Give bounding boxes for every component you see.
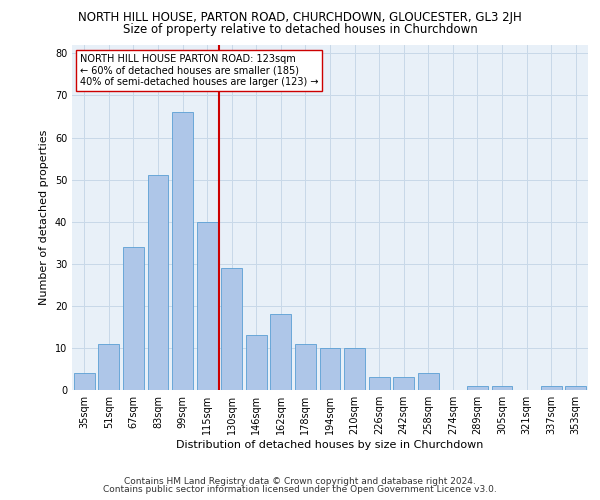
Text: NORTH HILL HOUSE, PARTON ROAD, CHURCHDOWN, GLOUCESTER, GL3 2JH: NORTH HILL HOUSE, PARTON ROAD, CHURCHDOW…: [78, 11, 522, 24]
Bar: [123, 247, 144, 390]
Text: Contains HM Land Registry data © Crown copyright and database right 2024.: Contains HM Land Registry data © Crown c…: [124, 477, 476, 486]
Bar: [295, 344, 316, 390]
Bar: [148, 176, 169, 390]
Bar: [418, 373, 439, 390]
Bar: [221, 268, 242, 390]
Bar: [541, 386, 562, 390]
Bar: [393, 378, 414, 390]
Bar: [172, 112, 193, 390]
Bar: [467, 386, 488, 390]
Bar: [197, 222, 218, 390]
Text: NORTH HILL HOUSE PARTON ROAD: 123sqm
← 60% of detached houses are smaller (185)
: NORTH HILL HOUSE PARTON ROAD: 123sqm ← 6…: [80, 54, 318, 87]
Bar: [320, 348, 340, 390]
Bar: [565, 386, 586, 390]
Bar: [74, 373, 95, 390]
Text: Size of property relative to detached houses in Churchdown: Size of property relative to detached ho…: [122, 22, 478, 36]
X-axis label: Distribution of detached houses by size in Churchdown: Distribution of detached houses by size …: [176, 440, 484, 450]
Bar: [98, 344, 119, 390]
Text: Contains public sector information licensed under the Open Government Licence v3: Contains public sector information licen…: [103, 485, 497, 494]
Bar: [271, 314, 292, 390]
Bar: [246, 336, 267, 390]
Y-axis label: Number of detached properties: Number of detached properties: [39, 130, 49, 305]
Bar: [368, 378, 389, 390]
Bar: [491, 386, 512, 390]
Bar: [344, 348, 365, 390]
